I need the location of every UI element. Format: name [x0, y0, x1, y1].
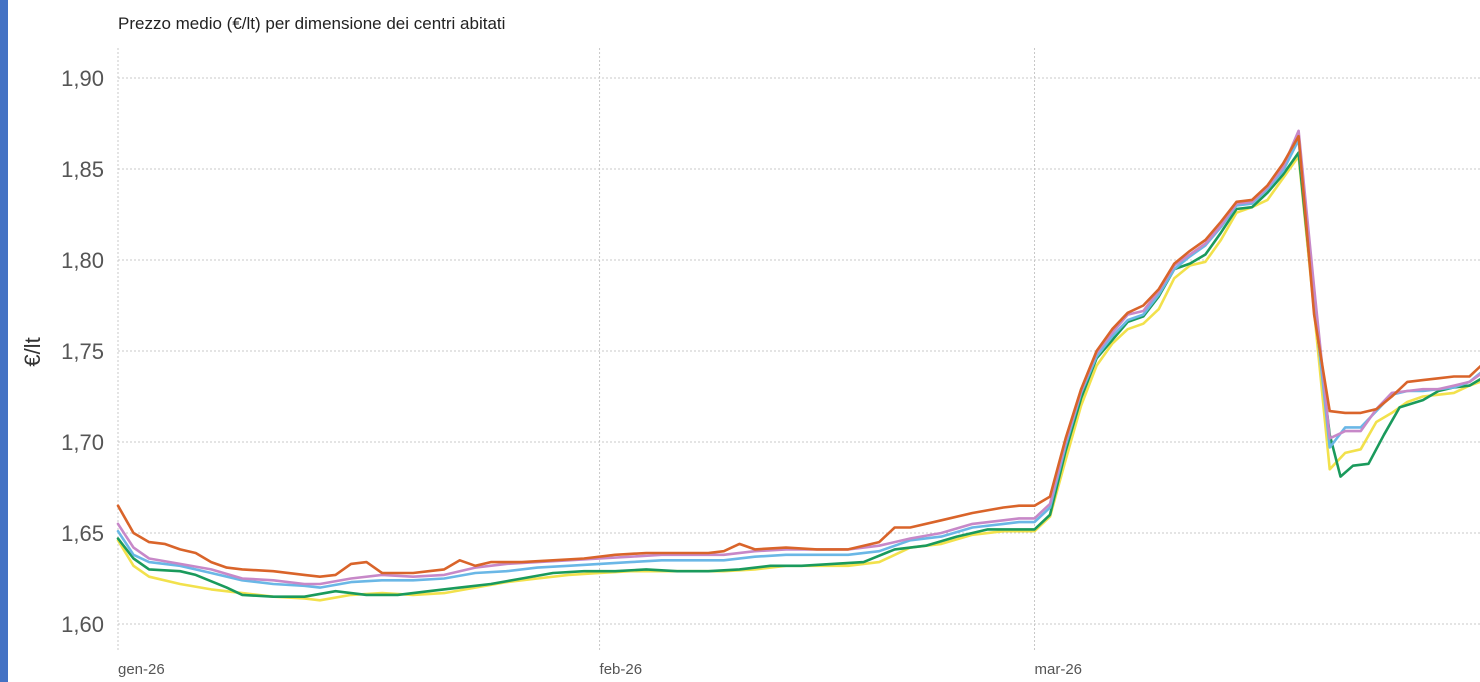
x-axis-ticks: gen-26 feb-26 mar-26	[118, 661, 1082, 678]
y-tick-label: 1,75	[61, 339, 104, 364]
y-tick-label: 1,60	[61, 612, 104, 637]
left-accent-bar	[0, 0, 8, 682]
chart-title: Prezzo medio (€/lt) per dimensione dei c…	[118, 14, 506, 33]
y-tick-label: 1,85	[61, 157, 104, 182]
x-tick-label: gen-26	[118, 661, 165, 678]
y-tick-label: 1,80	[61, 248, 104, 273]
series-line-4	[116, 129, 1480, 586]
y-tick-label: 1,65	[61, 521, 104, 546]
series-line-2	[116, 151, 1480, 599]
y-tick-label: 1,90	[61, 66, 104, 91]
y-tick-label: 1,70	[61, 430, 104, 455]
series-lines	[116, 129, 1480, 602]
series-line-3	[116, 138, 1480, 589]
grid-lines	[117, 48, 1480, 652]
y-axis-label: €/lt	[20, 337, 45, 366]
series-line-1	[116, 155, 1480, 602]
series-line-5	[116, 134, 1480, 579]
y-axis-ticks: 1,60 1,65 1,70 1,75 1,80 1,85 1,90	[61, 66, 104, 637]
x-tick-label: mar-26	[1035, 661, 1083, 678]
x-tick-label: feb-26	[600, 661, 643, 678]
